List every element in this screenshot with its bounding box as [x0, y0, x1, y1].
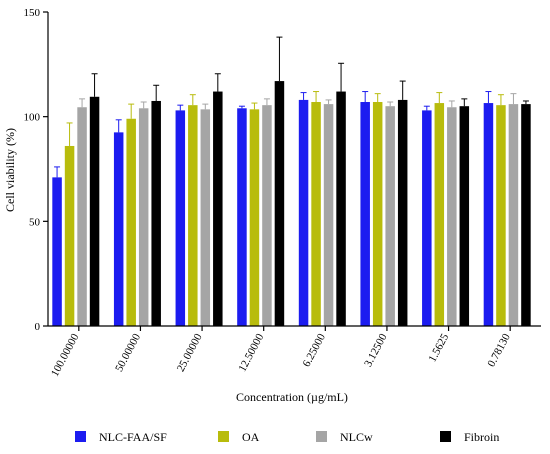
x-tick-label: 25.00000 [175, 331, 205, 373]
bar [298, 99, 309, 326]
bar [249, 109, 260, 326]
x-tick-label: 100.00000 [49, 331, 82, 378]
bar [311, 102, 321, 326]
bar [521, 104, 531, 327]
bar [237, 108, 247, 326]
y-tick-label: 50 [29, 216, 41, 228]
legend-swatch [316, 431, 327, 442]
legend: NLC-FAA/SF OA NLCw Fibroin [75, 430, 499, 444]
legend-label: NLC-FAA/SF [99, 430, 167, 444]
bar [64, 145, 75, 326]
y-tick-label: 100 [24, 112, 41, 124]
y-axis: 0 50 100 150 [24, 7, 49, 333]
x-tick-label: 0.78130 [485, 331, 513, 369]
bar [126, 118, 136, 326]
bar [397, 99, 408, 326]
bar [447, 107, 457, 326]
bar [52, 177, 62, 326]
bar [77, 107, 87, 326]
bar [360, 102, 370, 326]
bar [138, 108, 149, 326]
y-axis-title: Cell viability (%) [3, 128, 17, 212]
bar [336, 91, 346, 327]
x-tick-label: 6.25000 [301, 331, 329, 369]
x-tick-label: 3.12500 [362, 331, 390, 369]
bar [188, 105, 198, 326]
bar [372, 102, 383, 326]
bar [200, 109, 211, 326]
x-tick-label: 50.00000 [113, 331, 143, 373]
y-tick-label: 150 [24, 7, 41, 19]
legend-label: NLCw [340, 430, 373, 444]
bar [434, 103, 445, 326]
bar [175, 110, 186, 327]
y-tick-label: 0 [35, 321, 41, 333]
x-tick-label: 1.5625 [426, 331, 451, 364]
bar [262, 105, 272, 326]
bar [508, 104, 519, 327]
bar [151, 100, 161, 326]
bar [274, 81, 285, 326]
bar [483, 103, 494, 326]
legend-swatch [75, 431, 86, 442]
legend-swatch [440, 431, 451, 442]
legend-label: Fibroin [464, 430, 499, 444]
bar [496, 105, 506, 326]
bar [422, 110, 432, 327]
x-tick-label: 12.50000 [236, 331, 266, 373]
plot-area [52, 36, 531, 327]
bar [459, 106, 470, 326]
bar [113, 132, 124, 326]
x-axis-title: Concentration (µg/mL) [236, 390, 348, 404]
x-axis: 100.00000 50.00000 25.00000 12.50000 6.25000… [48, 325, 541, 379]
legend-label: OA [242, 430, 260, 444]
bar [323, 104, 334, 327]
bar [213, 91, 223, 327]
bar [385, 106, 395, 326]
legend-swatch [218, 431, 229, 442]
bar [89, 96, 100, 326]
